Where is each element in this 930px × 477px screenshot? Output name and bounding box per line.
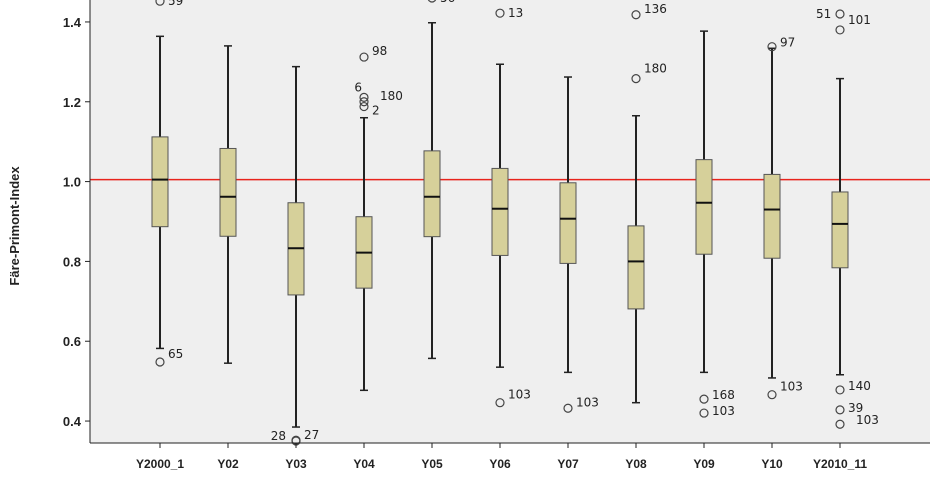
y-axis-label: Färe-Primont-Index xyxy=(7,166,22,286)
outlier-label: 140 xyxy=(848,379,871,393)
x-tick-label: Y07 xyxy=(557,457,579,471)
outlier-point xyxy=(155,0,165,6)
outlier-point xyxy=(359,92,369,102)
x-tick-label: Y2000_1 xyxy=(136,457,184,471)
outlier-label: 103 xyxy=(576,395,599,409)
y-tick-label: 0.6 xyxy=(63,334,81,349)
outlier-point xyxy=(155,357,165,367)
outlier-label: 2 xyxy=(372,104,380,118)
x-tick-label: Y06 xyxy=(489,457,511,471)
x-tick-label: Y05 xyxy=(421,457,443,471)
y-tick-label: 0.4 xyxy=(63,414,82,429)
x-tick-label: Y09 xyxy=(693,457,715,471)
box-iqr xyxy=(763,173,781,259)
outlier-label: 103 xyxy=(856,413,879,427)
outlier-label: 97 xyxy=(780,36,795,50)
outlier-point xyxy=(835,419,845,429)
outlier-point xyxy=(427,0,437,3)
outlier-point xyxy=(359,97,369,107)
x-tick-label: Y08 xyxy=(625,457,647,471)
box-iqr xyxy=(423,150,441,238)
box-iqr xyxy=(831,191,849,269)
outlier-point xyxy=(631,10,641,20)
outlier-label: 51 xyxy=(816,7,831,21)
outlier-point xyxy=(359,52,369,62)
outlier-label: 59 xyxy=(168,0,183,8)
x-tick-label: Y02 xyxy=(217,457,239,471)
y-tick-label: 1.0 xyxy=(63,175,81,190)
box-group-y08: 136 180 xyxy=(627,2,667,404)
box-group-y10: 97 103 xyxy=(763,36,803,400)
outlier-point xyxy=(835,9,845,19)
x-tick-label: Y04 xyxy=(353,457,375,471)
outlier-label: 103 xyxy=(712,404,735,418)
x-tick-label: Y03 xyxy=(285,457,307,471)
x-tick-label: Y2010_11 xyxy=(813,457,867,471)
box-iqr xyxy=(491,167,509,256)
outlier-label: 28 xyxy=(271,429,286,443)
box-group-y07: 103 xyxy=(559,76,599,413)
outlier-point xyxy=(835,405,845,415)
outlier-point xyxy=(359,101,369,112)
outlier-label: 13 xyxy=(508,6,523,20)
outlier-point xyxy=(767,390,777,400)
outlier-point xyxy=(767,42,777,52)
box-group-y06: 13 103 xyxy=(491,6,531,408)
box-iqr xyxy=(559,182,577,264)
outlier-label: 103 xyxy=(780,380,803,394)
outlier-label: 27 xyxy=(304,428,319,442)
box-group-y05: 56 xyxy=(423,0,455,360)
boxes-layer: 5965282798618025613103103136180168103971… xyxy=(151,0,879,446)
y-tick-label: 1.4 xyxy=(63,15,82,30)
box-iqr xyxy=(151,136,169,228)
outlier-point xyxy=(699,408,709,418)
outlier-point xyxy=(495,8,505,18)
axes-layer xyxy=(89,0,930,444)
box-group-y02 xyxy=(219,45,237,364)
y-tick-label: 1.2 xyxy=(63,95,81,110)
outlier-label: 101 xyxy=(848,13,871,27)
outlier-point xyxy=(835,25,845,35)
box-group-y03: 28 27 xyxy=(271,65,319,446)
y-tick-label: 0.8 xyxy=(63,254,81,269)
outlier-point xyxy=(835,385,845,395)
outlier-label: 6 xyxy=(354,80,362,94)
outlier-point xyxy=(563,403,573,413)
outlier-label: 136 xyxy=(644,2,667,16)
outlier-label: 56 xyxy=(440,0,455,5)
outlier-point xyxy=(495,398,505,408)
outlier-label: 39 xyxy=(848,401,863,415)
x-tick-label: Y10 xyxy=(761,457,783,471)
box-iqr xyxy=(627,225,645,310)
outlier-point xyxy=(631,74,641,84)
outlier-label: 180 xyxy=(644,62,667,76)
box-group-y2000_1: 59 65 xyxy=(151,0,183,367)
outlier-label: 98 xyxy=(372,44,387,58)
outlier-point xyxy=(699,394,709,404)
box-iqr xyxy=(695,159,713,255)
outlier-label: 103 xyxy=(508,388,531,402)
x-ticks-layer: Y2000_1 Y02 Y03 Y04 Y05 Y06 Y07 Y08 Y09 Y10 Y2010_… xyxy=(136,443,867,471)
outlier-label: 180 xyxy=(380,89,403,103)
y-ticks-layer: 0.4 0.6 0.8 1.0 1.2 1.4 xyxy=(63,15,90,429)
outlier-label: 168 xyxy=(712,388,735,402)
outlier-label: 65 xyxy=(168,347,183,361)
box-iqr xyxy=(219,147,237,237)
plot-background xyxy=(90,0,930,443)
